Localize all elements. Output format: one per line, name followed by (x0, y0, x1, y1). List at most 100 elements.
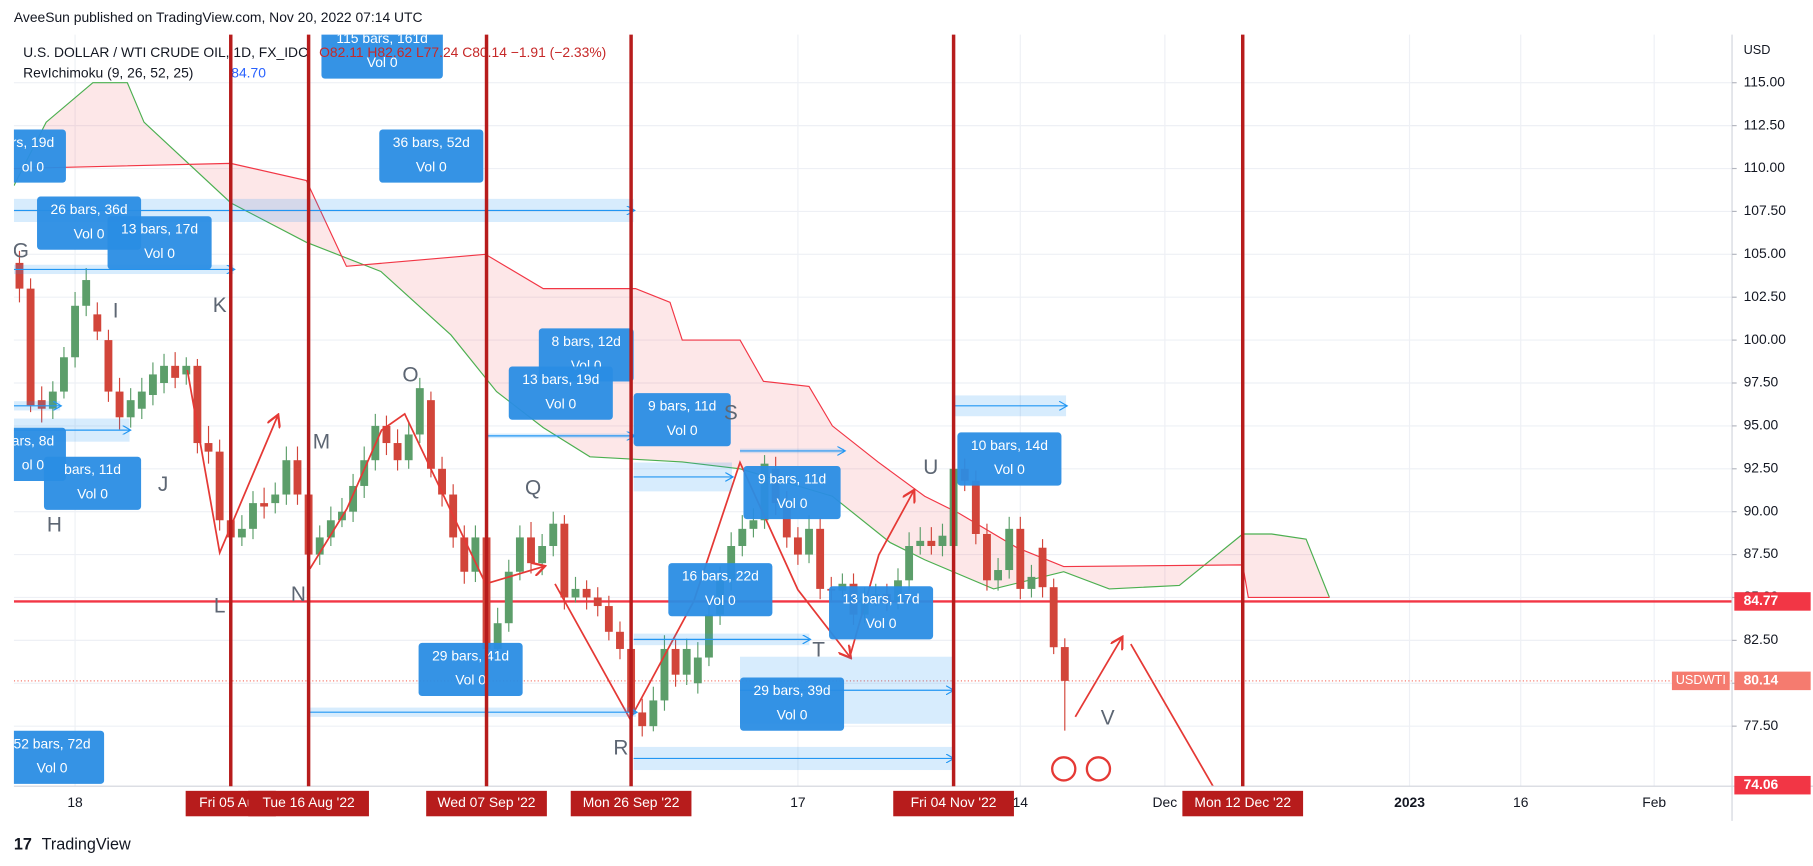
date-label: Fri 04 Nov '22 (911, 794, 997, 810)
candle-body (1060, 647, 1069, 681)
measure-vol: Vol 0 (367, 54, 398, 70)
candle-body (983, 533, 991, 581)
candle-body (693, 657, 702, 684)
candle-body (104, 340, 113, 392)
candle-body (604, 606, 613, 632)
candle-body (527, 537, 535, 564)
candle-body (148, 374, 157, 396)
candle-body (15, 262, 24, 289)
measure-bars: 13 bars, 17d (121, 221, 198, 237)
x-tick-label: 14 (1013, 794, 1029, 810)
wave-label: N (291, 583, 306, 606)
candle-body (460, 537, 469, 572)
wave-label: K (213, 294, 227, 317)
candle-body (426, 400, 435, 469)
measure-bars: 115 bars, 161d (336, 30, 427, 46)
candle-body (649, 700, 658, 727)
date-label-bg (426, 790, 547, 817)
date-label-bg (1182, 790, 1304, 817)
wave-label: M (313, 430, 330, 453)
candle-body (671, 648, 680, 675)
date-label: Fri 05 Aug (199, 794, 262, 810)
measure-vol: Vol 0 (994, 461, 1025, 477)
measure-vol: Vol 0 (144, 245, 175, 261)
symbol-label-bg (1671, 671, 1730, 691)
candle-body (616, 631, 624, 649)
wave-label: T (812, 638, 825, 661)
projection-line (1130, 643, 1215, 787)
candle-body (1005, 528, 1014, 571)
measure-box (957, 432, 1062, 486)
candle-body (182, 365, 191, 375)
candle-body (905, 546, 914, 581)
measure-box (13, 129, 66, 183)
measure-vol: ol 0 (22, 158, 45, 174)
candle-body (582, 588, 591, 598)
measure-bars: 9 bars, 11d (758, 470, 826, 486)
measure-bars: 10 bars, 14d (971, 437, 1048, 453)
ohlc: O82.11 H82.62 L77.24 C80.14 −1.91 (−2.33… (319, 44, 606, 60)
candle-body (349, 485, 358, 512)
y-tick-label: 105.00 (1744, 245, 1787, 261)
candle-body (927, 540, 936, 547)
measure-bars: 29 bars, 41d (432, 647, 509, 663)
candle-body (738, 528, 747, 547)
cloud-span-b (13, 162, 1330, 599)
measure-bars: 13 bars, 17d (843, 591, 920, 607)
measure-box (379, 129, 484, 183)
measure-bars: bars, 11d (64, 461, 121, 477)
measure-vol: Vol 0 (866, 615, 897, 631)
candle-body (126, 400, 135, 418)
measure-box (740, 677, 845, 731)
measure-box (107, 216, 212, 270)
measure-box (743, 465, 841, 520)
measure-bars: 13 bars, 19d (522, 371, 599, 387)
candle-body (938, 535, 947, 547)
candle-body (638, 712, 647, 727)
bottom-price-bg (1734, 775, 1811, 795)
measure-box (321, 34, 443, 79)
y-tick-label: 82.50 (1744, 631, 1779, 647)
measure-bars: 9 bars, 11d (648, 398, 716, 414)
candle-body (160, 365, 168, 384)
measure-bars: 36 bars, 52d (393, 134, 470, 150)
event-icon[interactable] (1051, 756, 1077, 782)
candle-body (515, 537, 524, 572)
x-tick-label: 18 (67, 794, 83, 810)
bottom-price-label: 74.06 (1744, 776, 1779, 792)
indicator-value: 84.70 (231, 65, 266, 81)
measure-vol: Vol 0 (667, 422, 698, 438)
candle-body (215, 451, 224, 521)
logo-mark: 17 (14, 835, 32, 853)
candle-body (115, 391, 124, 418)
wave-label: O (402, 363, 418, 386)
candle-body (438, 468, 446, 495)
price-label-bg (1734, 671, 1811, 691)
measure-bars: rs, 19d (12, 134, 54, 150)
measure-vol: Vol 0 (77, 486, 108, 502)
candle-body (326, 520, 335, 538)
annotations: 115 bars, 161d Vol 0 36 bars, 52d Vol 0 rs, … (12, 30, 1215, 787)
candle-body (415, 388, 424, 435)
candle-body (271, 494, 280, 504)
candle-body (805, 528, 813, 555)
y-tick-label: 102.50 (1744, 288, 1787, 304)
event-icon[interactable] (1085, 756, 1112, 782)
wave-label: S (724, 401, 738, 424)
candle-body (26, 288, 35, 406)
measure-vol: Vol 0 (777, 495, 808, 511)
y-tick-label: 95.00 (1744, 417, 1779, 433)
measure-bars: 26 bars, 36d (51, 201, 128, 217)
measure-vol: Vol 0 (777, 706, 808, 722)
y-tick-label: 90.00 (1744, 502, 1779, 518)
y-tick-label: 97.50 (1744, 374, 1779, 390)
candle-body (749, 520, 758, 529)
candle-body (560, 523, 569, 598)
x-tick-label: 17 (790, 794, 806, 810)
measure-bars: 29 bars, 39d (754, 682, 831, 698)
y-tick-label: 107.50 (1744, 202, 1787, 218)
candle-body (382, 425, 391, 444)
measure-bars: ars, 8d (12, 432, 54, 448)
